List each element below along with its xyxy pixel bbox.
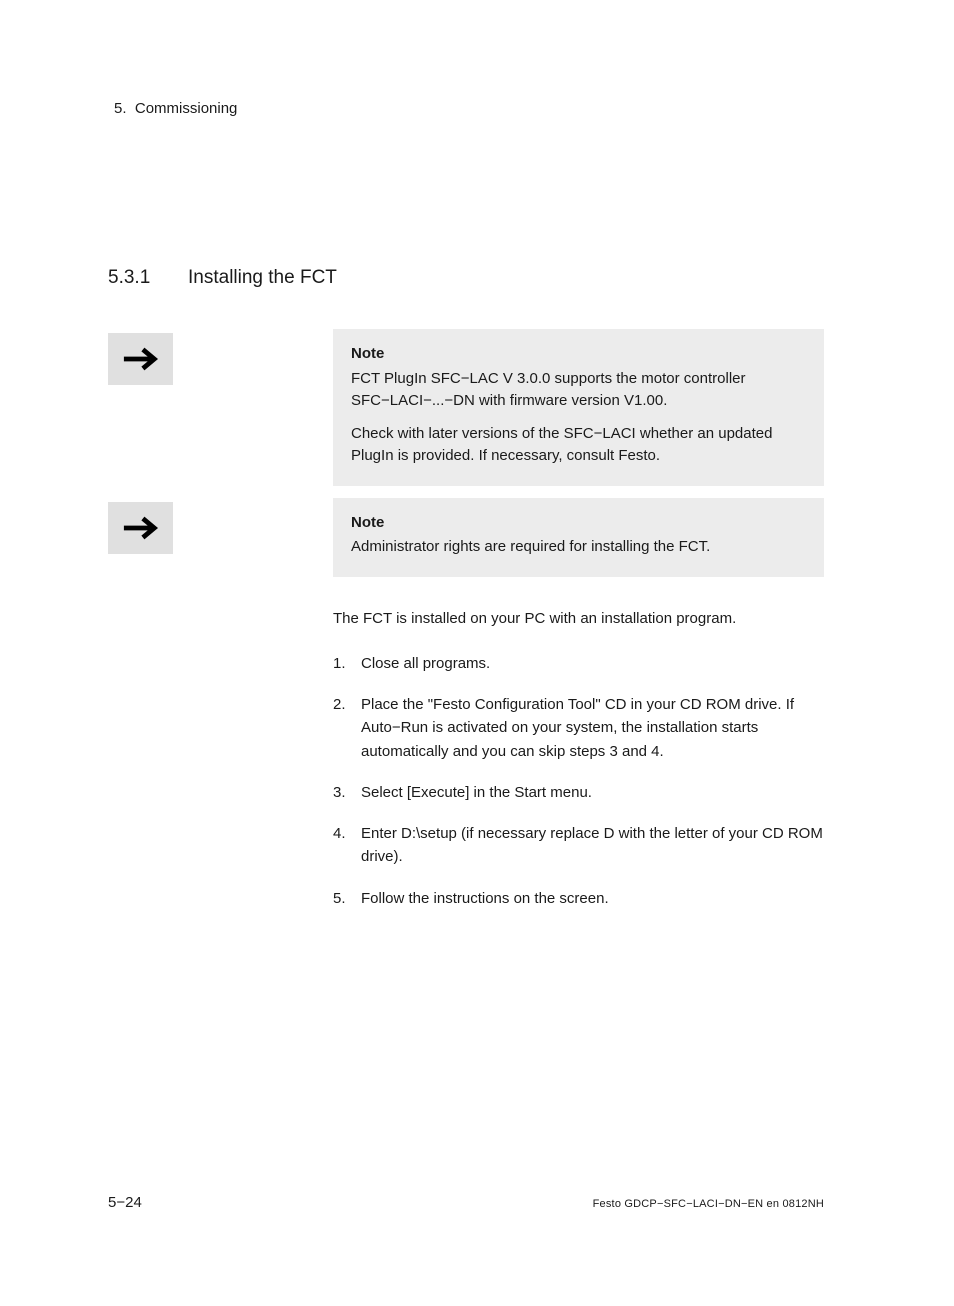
note-block-2: Note Administrator rights are required f… [108, 498, 824, 577]
list-item: Enter D:\setup (if necessary replace D w… [333, 822, 824, 869]
body-text-area: The FCT is installed on your PC with an … [333, 607, 824, 910]
note-spacer [173, 498, 333, 577]
note-block-1: Note FCT PlugIn SFC−LAC V 3.0.0 supports… [108, 329, 824, 486]
note-paragraph: Check with later versions of the SFC−LAC… [351, 423, 806, 468]
section-number: 5.3.1 [108, 267, 188, 289]
steps-list: Close all programs. Place the "Festo Con… [333, 652, 824, 910]
page-number: 5−24 [108, 1194, 142, 1211]
list-item: Follow the instructions on the screen. [333, 887, 824, 910]
chapter-title: Commissioning [135, 100, 238, 117]
note-content-1: Note FCT PlugIn SFC−LAC V 3.0.0 supports… [333, 329, 824, 486]
note-paragraph: Administrator rights are required for in… [351, 536, 806, 559]
intro-paragraph: The FCT is installed on your PC with an … [333, 607, 824, 630]
list-item: Place the "Festo Configuration Tool" CD … [333, 693, 824, 763]
arrow-right-icon [122, 345, 160, 373]
note-content-2: Note Administrator rights are required f… [333, 498, 824, 577]
page-footer: 5−24 Festo GDCP−SFC−LACI−DN−EN en 0812NH [108, 1194, 824, 1211]
note-spacer [173, 329, 333, 486]
document-id: Festo GDCP−SFC−LACI−DN−EN en 0812NH [593, 1198, 824, 1210]
list-item: Select [Execute] in the Start menu. [333, 781, 824, 804]
chapter-header: 5. Commissioning [108, 100, 824, 117]
section-heading: 5.3.1 Installing the FCT [108, 267, 824, 289]
note-paragraph: FCT PlugIn SFC−LAC V 3.0.0 supports the … [351, 368, 806, 413]
list-item: Close all programs. [333, 652, 824, 675]
note-label: Note [351, 345, 384, 362]
arrow-right-icon [122, 514, 160, 542]
content-area: Note FCT PlugIn SFC−LAC V 3.0.0 supports… [108, 329, 824, 910]
section-title: Installing the FCT [188, 267, 337, 289]
arrow-icon-box [108, 333, 173, 385]
arrow-icon-box [108, 502, 173, 554]
chapter-number: 5. [114, 100, 127, 117]
note-label: Note [351, 514, 384, 531]
